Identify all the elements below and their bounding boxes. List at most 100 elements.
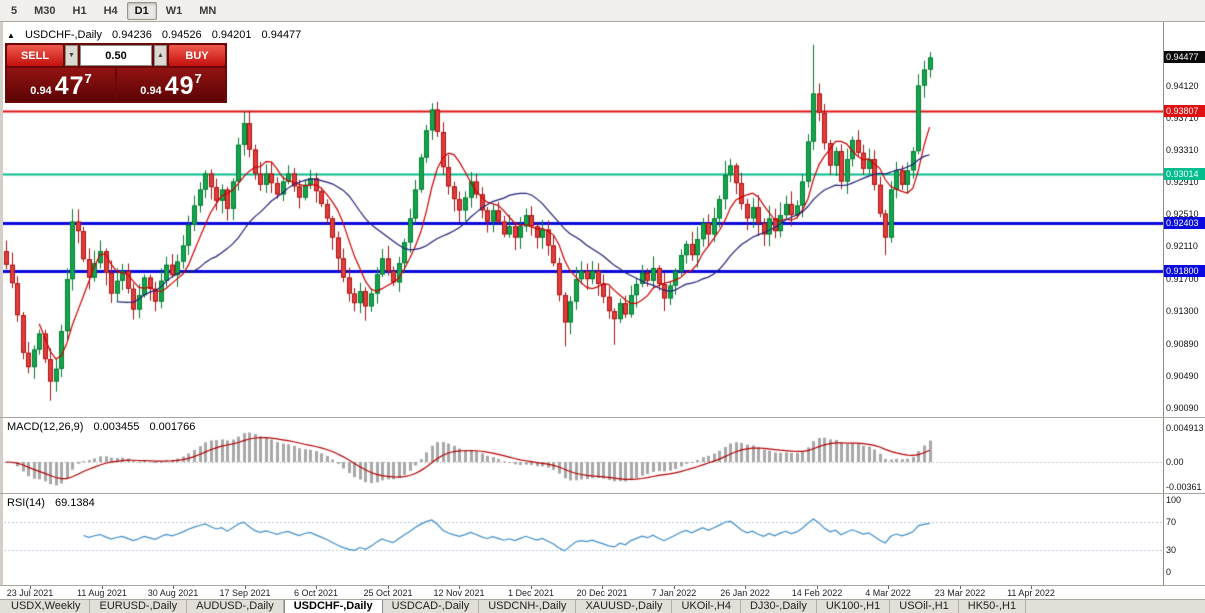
current-price-marker: 0.94477 [1163,51,1205,63]
volume-decrease-icon[interactable]: ▼ [65,45,78,66]
date-axis-label: 17 Sep 2021 [219,588,271,598]
price-axis-label: 0.90490 [1166,371,1199,381]
date-tick [960,586,961,589]
macd-axis-label: 0.00 [1166,457,1184,467]
date-tick [531,586,532,589]
date-tick [30,586,31,589]
chart-tab-eurusd-daily[interactable]: EURUSD-,Daily [90,600,188,613]
price-axis-label: 0.92510 [1166,209,1199,219]
sell-button[interactable]: SELL [7,45,63,66]
timeframe-button-mn[interactable]: MN [199,4,217,17]
date-axis-label: 11 Aug 2021 [77,588,127,598]
date-tick [388,586,389,589]
chart-tab-xauusd-daily[interactable]: XAUUSD-,Daily [576,600,673,613]
price-axis-label: 0.92910 [1166,177,1199,187]
timeframe-button-5[interactable]: 5 [11,4,18,17]
chart-tab-usdcad-daily[interactable]: USDCAD-,Daily [383,600,480,613]
price-axis[interactable]: 0.94120 0.93710 0.93310 0.92910 0.92510 0.921… [1163,22,1205,585]
timeframe-toolbar: 5 M30 H1 H4 D1 W1 MN [0,0,1205,21]
date-tick [1031,586,1032,589]
chart-tab-usoil-h1[interactable]: USOil-,H1 [890,600,959,613]
price-axis-label: 0.91700 [1166,274,1199,284]
ohlc-close: 0.94477 [261,29,302,41]
price-line-marker: 0.91800 [1163,265,1205,277]
main-chart-pane: ▲ USDCHF-,Daily 0.94236 0.94526 0.94201 … [0,22,1163,417]
chart-tab-usdcnh-daily[interactable]: USDCNH-,Daily [479,600,577,613]
ohlc-low: 0.94201 [211,29,252,41]
price-axis-label: 0.91300 [1166,306,1199,316]
chart-tab-ukoil-h4[interactable]: UKOil-,H4 [672,600,741,613]
date-tick [817,586,818,589]
chart-symbol-label: USDCHF-,Daily [24,29,102,41]
chart-tab-hk50-h1[interactable]: HK50-,H1 [959,600,1027,613]
date-axis-label: 20 Dec 2021 [576,588,628,598]
macd-main-value: 0.003455 [93,421,140,433]
rsi-canvas[interactable] [0,494,1163,585]
macd-axis-label: 0.004913 [1166,423,1204,433]
buy-price-big-digits: 49 [164,72,195,100]
timeframe-button-h4[interactable]: H4 [103,4,118,17]
date-tick [245,586,246,589]
rsi-pane-separator[interactable] [0,493,1205,494]
date-axis-label: 14 Feb 2022 [791,588,843,598]
date-tick [459,586,460,589]
rsi-label: RSI(14) 69.1384 [7,497,102,509]
timeframe-button-m30[interactable]: M30 [34,4,56,17]
date-axis[interactable]: 23 Jul 2021 11 Aug 2021 30 Aug 2021 17 Sep … [0,586,1205,599]
date-axis-separator [0,585,1205,586]
date-axis-label: 11 Apr 2022 [1007,588,1055,598]
timeframe-button-h1[interactable]: H1 [72,4,87,17]
price-line-marker: 0.93014 [1163,168,1205,180]
price-axis-label: 0.90090 [1166,403,1199,413]
ohlc-open: 0.94236 [112,29,152,41]
date-tick [102,586,103,589]
date-tick [888,586,889,589]
one-click-trading-toggle-icon[interactable]: ▲ [7,31,15,40]
tab-bar-separator [0,599,1205,600]
chart-tab-usdx-weekly[interactable]: USDX,Weekly [2,600,91,613]
chart-tab-audusd-daily[interactable]: AUDUSD-,Daily [187,600,284,613]
macd-label: MACD(12,26,9) 0.003455 0.001766 [7,421,202,433]
window-left-edge [0,22,3,585]
price-axis-label: 0.93710 [1166,113,1199,123]
volume-input[interactable]: 0.50 [80,45,152,66]
rsi-axis-label: 100 [1166,495,1182,505]
macd-name: MACD(12,26,9) [7,421,84,433]
buy-price-prefix: 0.94 [140,85,162,97]
chart-tab-bar: USDX,Weekly EURUSD-,Daily AUDUSD-,Daily USD… [0,600,1205,613]
rsi-value: 69.1384 [54,497,95,509]
buy-price-display[interactable]: 0.94 49 7 [117,68,225,101]
date-axis-label: 23 Mar 2022 [934,588,986,598]
macd-pane: MACD(12,26,9) 0.003455 0.001766 [0,418,1163,493]
chart-tab-dj30-daily[interactable]: DJ30-,Daily [741,600,817,613]
sell-price-pip-digit: 7 [84,71,92,86]
volume-increase-icon[interactable]: ▲ [154,45,167,66]
date-tick [173,586,174,589]
buy-button[interactable]: BUY [169,45,225,66]
date-axis-label: 23 Jul 2021 [6,588,54,598]
price-line-marker: 0.92403 [1163,217,1205,229]
rsi-axis-label: 30 [1166,545,1177,555]
ohlc-high: 0.94526 [161,29,202,41]
macd-signal-value: 0.001766 [149,421,196,433]
chart-title: ▲ USDCHF-,Daily 0.94236 0.94526 0.94201 … [7,29,308,41]
rsi-axis-label: 70 [1166,517,1177,527]
sell-price-display[interactable]: 0.94 47 7 [7,68,115,101]
date-axis-label: 7 Jan 2022 [651,588,697,598]
macd-pane-separator[interactable] [0,417,1205,418]
chart-tab-usdchf-daily[interactable]: USDCHF-,Daily [283,600,383,613]
sell-price-big-digits: 47 [54,72,85,100]
toolbar-separator [0,21,1205,22]
date-axis-label: 25 Oct 2021 [363,588,413,598]
price-axis-label: 0.94120 [1166,81,1199,91]
chart-tab-uk100-h1[interactable]: UK100-,H1 [817,600,891,613]
date-axis-label: 12 Nov 2021 [433,588,485,598]
macd-canvas[interactable] [0,418,1163,493]
date-axis-label: 1 Dec 2021 [507,588,555,598]
timeframe-button-d1[interactable]: D1 [126,1,157,20]
date-tick [316,586,317,589]
rsi-name: RSI(14) [7,497,45,509]
timeframe-button-w1[interactable]: W1 [165,4,183,17]
date-axis-label: 4 Mar 2022 [865,588,911,598]
one-click-trading-panel: SELL ▼ 0.50 ▲ BUY 0.94 47 7 0.94 49 7 [5,43,227,103]
